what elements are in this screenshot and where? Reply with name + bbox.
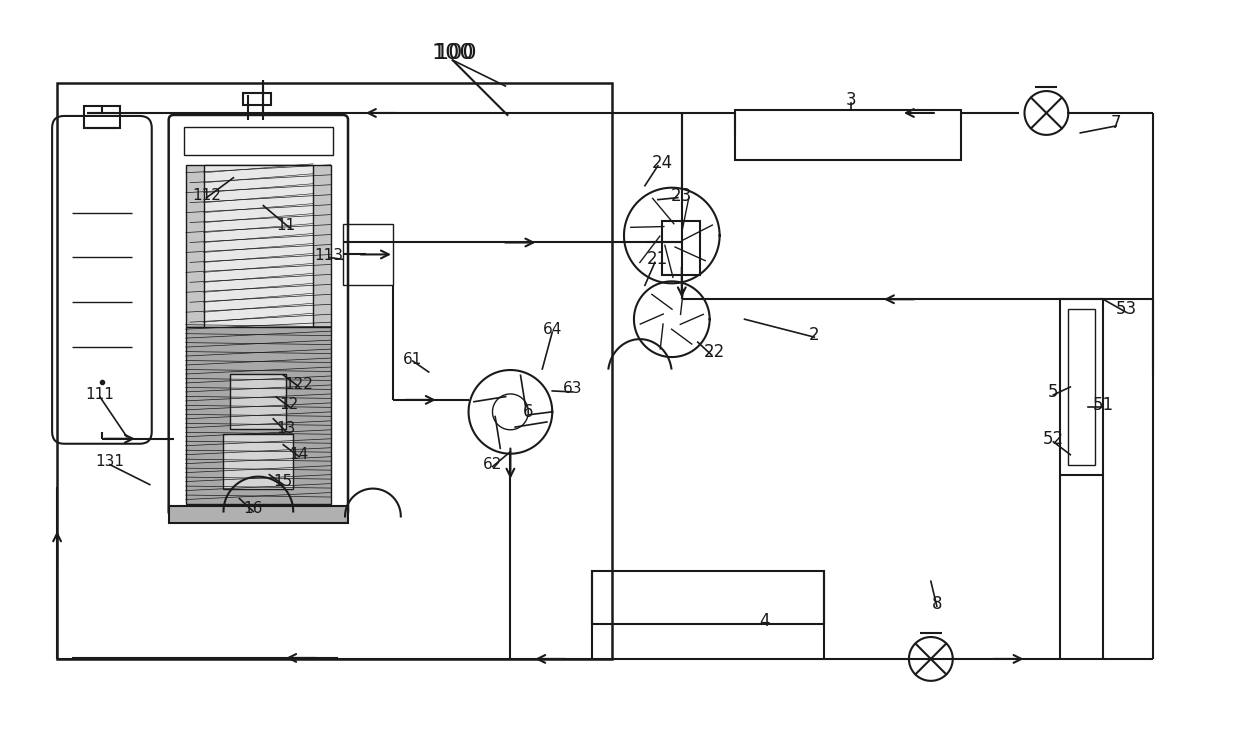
Text: 100: 100 [434,43,477,63]
Text: 13: 13 [277,421,296,436]
Text: 4: 4 [759,612,770,630]
Text: 5: 5 [1048,383,1059,401]
Text: 16: 16 [244,501,263,516]
Text: 15: 15 [274,474,293,489]
Bar [243,93,272,105]
Text: 51: 51 [1092,396,1114,414]
Text: 2: 2 [808,326,820,344]
Bar [1060,300,1104,474]
Bar [231,374,286,429]
Text: 122: 122 [285,377,314,392]
Text: 62: 62 [482,457,502,472]
Bar [184,127,334,155]
Bar [734,110,961,160]
Bar [223,434,293,489]
Text: 8: 8 [931,595,942,613]
Text: 3: 3 [846,91,857,109]
Bar [343,223,393,285]
Bar [1069,309,1095,465]
Text: 113: 113 [315,248,343,263]
Bar [662,220,699,276]
Text: 6: 6 [523,403,533,421]
Text: 112: 112 [192,188,221,203]
Text: 53: 53 [1116,300,1137,318]
Text: 100: 100 [432,43,474,63]
Text: 11: 11 [277,218,296,233]
Bar [593,571,825,624]
Text: 61: 61 [403,352,423,367]
Bar [186,327,331,503]
Bar [169,506,348,524]
Text: 12: 12 [279,397,299,412]
Text: 23: 23 [671,187,692,205]
Text: 52: 52 [1043,430,1064,447]
Text: 14: 14 [290,447,309,462]
Bar [186,165,331,327]
Text: 24: 24 [651,154,672,172]
Bar [203,165,314,327]
Text: 63: 63 [563,382,582,397]
Bar [57,83,613,659]
Text: 64: 64 [543,322,562,337]
Text: 7: 7 [1111,114,1121,132]
Text: 21: 21 [647,250,668,268]
Text: 22: 22 [704,343,725,361]
Bar [84,106,120,128]
Text: 131: 131 [95,454,124,469]
Text: 111: 111 [86,388,114,403]
